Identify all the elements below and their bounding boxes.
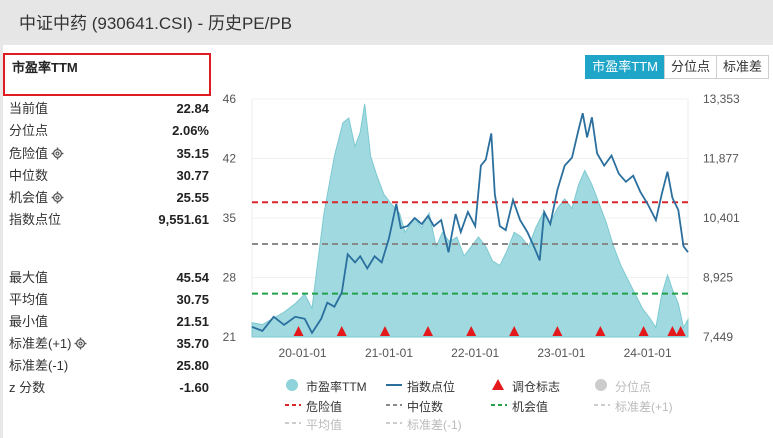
stat-label: 当前值 <box>9 101 49 116</box>
stat-value: 9,551.61 <box>158 212 209 227</box>
legend-label: 危险值 <box>306 400 343 414</box>
stat-value: 2.06% <box>172 123 209 138</box>
dashed-line-icon <box>285 404 301 406</box>
stat-label: 指数点位 <box>9 212 62 227</box>
stat-value: 25.55 <box>176 190 209 205</box>
circle-icon <box>286 379 298 391</box>
circle-icon <box>595 379 607 391</box>
gear-icon[interactable] <box>51 147 64 160</box>
line-icon <box>386 384 402 386</box>
stat-value: 45.54 <box>176 270 209 285</box>
stat-max: 最大值 45.54 <box>9 268 209 288</box>
stat-label: 标准差(-1) <box>9 358 69 373</box>
page-title: 中证中药 (930641.CSI) - 历史PE/PB <box>19 14 293 33</box>
stat-value: 30.77 <box>176 168 209 183</box>
stat-min: 最小值 21.51 <box>9 312 209 332</box>
current-value-highlight <box>3 53 211 96</box>
stat-label-wrap: 机会值 <box>9 188 64 208</box>
legend-label: 平均值 <box>306 418 343 432</box>
stat-zscore: z 分数 -1.60 <box>9 378 209 398</box>
stat-current: 当前值 22.84 <box>9 99 209 119</box>
legend-label: 中位数 <box>407 400 444 414</box>
triangle-icon <box>492 379 504 390</box>
stat-label: 标准差(+1) <box>9 336 72 351</box>
stat-label: 平均值 <box>9 292 49 307</box>
stat-label-wrap: 标准差(+1) <box>9 334 87 354</box>
stat-value: -1.60 <box>179 380 209 395</box>
stat-percentile: 分位点 2.06% <box>9 121 209 141</box>
tab-std-dev[interactable]: 标准差 <box>715 55 769 79</box>
stat-mean: 平均值 30.75 <box>9 290 209 310</box>
stat-label: 最大值 <box>9 270 49 285</box>
section-title: 市盈率TTM <box>12 60 78 75</box>
stat-value: 35.15 <box>176 146 209 161</box>
header-bar: 中证中药 (930641.CSI) - 历史PE/PB <box>0 0 773 40</box>
stat-value: 35.70 <box>176 336 209 351</box>
dashed-line-icon <box>386 422 402 424</box>
stat-value: 25.80 <box>176 358 209 373</box>
tab-pe-ttm[interactable]: 市盈率TTM <box>585 55 665 79</box>
tab-percentile[interactable]: 分位点 <box>663 55 717 79</box>
gear-icon[interactable] <box>74 337 87 350</box>
legend-label: 机会值 <box>512 400 549 414</box>
stat-median: 中位数 30.77 <box>9 166 209 186</box>
dashed-line-icon <box>594 404 610 406</box>
gear-icon[interactable] <box>51 191 64 204</box>
stat-index: 指数点位 9,551.61 <box>9 210 209 230</box>
stat-value: 21.51 <box>176 314 209 329</box>
stat-label: 中位数 <box>9 168 49 183</box>
stat-label: 危险值 <box>9 146 49 161</box>
legend-label: 标准差(+1) <box>615 400 673 414</box>
stat-label: 最小值 <box>9 314 49 329</box>
stat-value: 30.75 <box>176 292 209 307</box>
legend-label: 调仓标志 <box>512 380 561 394</box>
legend-label: 分位点 <box>615 380 652 394</box>
stat-chance: 机会值 25.55 <box>9 188 209 208</box>
legend-label: 指数点位 <box>407 380 456 394</box>
stat-label: z 分数 <box>9 380 46 395</box>
stat-danger: 危险值 35.15 <box>9 144 209 164</box>
stat-sd-plus: 标准差(+1) 35.70 <box>9 334 209 354</box>
stat-label: 机会值 <box>9 190 49 205</box>
stat-value: 22.84 <box>176 101 209 116</box>
legend-label: 标准差(-1) <box>407 418 462 432</box>
legend-label: 市盈率TTM <box>306 380 367 394</box>
dashed-line-icon <box>285 422 301 424</box>
stat-label: 分位点 <box>9 123 49 138</box>
stat-sd-minus: 标准差(-1) 25.80 <box>9 356 209 376</box>
metric-tabs: 市盈率TTM 分位点 标准差 <box>585 55 769 79</box>
dashed-line-icon <box>491 404 507 406</box>
stat-label-wrap: 危险值 <box>9 144 64 164</box>
dashed-line-icon <box>386 404 402 406</box>
